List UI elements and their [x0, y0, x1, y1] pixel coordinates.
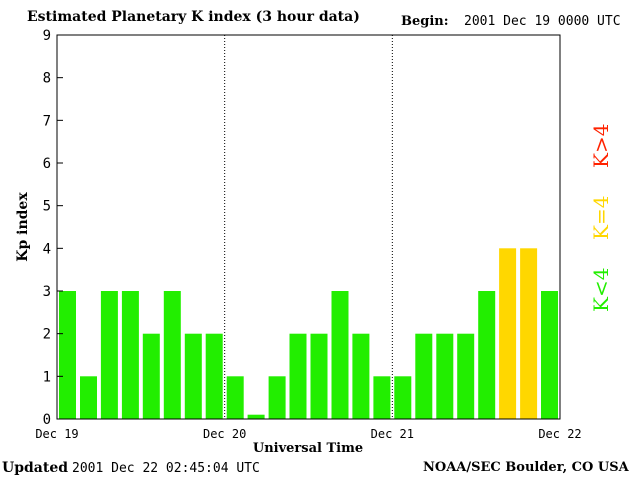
y-ticks: 0 1 2 3 4 5 6 7 8 9 [43, 28, 63, 428]
y-tick-label-6: 6 [43, 156, 51, 172]
source-credit: NOAA/SEC Boulder, CO USA [423, 460, 629, 475]
kp-bar-19 [457, 333, 475, 419]
kp-bar-14 [352, 333, 370, 419]
y-axis-label: Kp index [15, 192, 31, 262]
begin-value: 2001 Dec 19 0000 UTC [464, 14, 621, 29]
kp-bar-23 [541, 291, 558, 419]
y-tick-label-2: 2 [43, 327, 51, 343]
kp-bar-15 [373, 376, 391, 419]
updated-value: 2001 Dec 22 02:45:04 UTC [72, 461, 260, 476]
y-tick-label-8: 8 [43, 71, 51, 87]
y-tick-label-3: 3 [43, 284, 51, 300]
y-tick-label-1: 1 [43, 369, 51, 385]
legend-k-equal-4: K=4 [589, 195, 613, 240]
kp-bar-4 [142, 333, 160, 419]
chart-title: Estimated Planetary K index (3 hour data… [27, 9, 360, 25]
kp-bar-12 [310, 333, 328, 419]
kp-bar-8 [226, 376, 244, 419]
legend-k-below-4: K<4 [589, 267, 613, 312]
x-tick-label-2: Dec 21 [371, 427, 414, 441]
kp-bar-16 [394, 376, 412, 419]
y-tick-label-4: 4 [43, 241, 51, 257]
x-axis-label: Universal Time [253, 441, 363, 456]
x-ticks: Dec 19 Dec 20 Dec 21 Dec 22 [35, 427, 581, 441]
kp-bar-9 [247, 414, 265, 419]
legend-k-above-4: K>4 [589, 123, 613, 168]
plot-frame [56, 34, 561, 420]
kp-bar-18 [436, 333, 454, 419]
kp-bar-3 [121, 291, 139, 419]
y-tick-label-0: 0 [43, 412, 51, 428]
kp-bar-0 [59, 291, 76, 419]
kp-bar-10 [268, 376, 286, 419]
bars-group [59, 248, 558, 419]
kp-bar-7 [205, 333, 223, 419]
kp-bar-1 [80, 376, 97, 419]
updated-label: Updated [2, 460, 69, 476]
kp-bar-17 [415, 333, 433, 419]
kp-bar-5 [163, 291, 181, 419]
kp-bar-21 [499, 248, 517, 419]
day-dividers [224, 35, 393, 419]
kp-bar-13 [331, 291, 349, 419]
kp-bar-22 [520, 248, 538, 419]
y-tick-label-5: 5 [43, 199, 51, 215]
kp-bar-20 [478, 291, 496, 419]
x-tick-label-0: Dec 19 [35, 427, 78, 441]
kp-bar-11 [289, 333, 307, 419]
x-tick-label-1: Dec 20 [203, 427, 246, 441]
kp-bar-2 [100, 291, 118, 419]
begin-label: Begin: [401, 14, 449, 29]
y-tick-label-7: 7 [43, 113, 51, 129]
x-tick-label-3: Dec 22 [538, 427, 581, 441]
kp-bar-6 [184, 333, 202, 419]
y-tick-label-9: 9 [43, 28, 51, 44]
